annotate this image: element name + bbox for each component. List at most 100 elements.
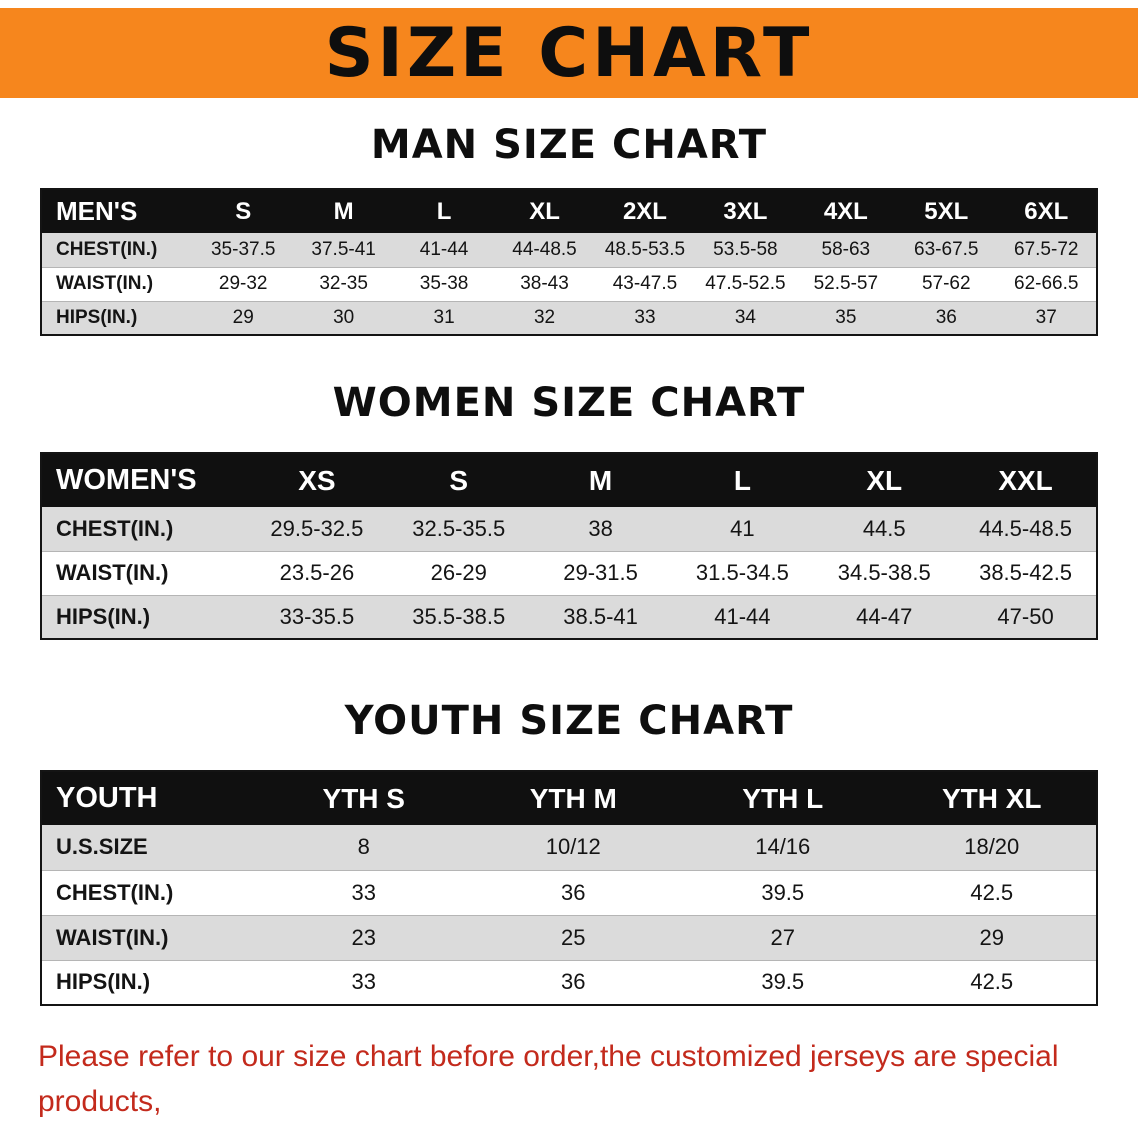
size-value-cell: 44-47: [856, 603, 913, 629]
size-value-cell: 32: [533, 306, 556, 328]
order-notice: Please refer to our size chart before or…: [38, 1034, 1100, 1132]
size-value-cell: 41: [730, 515, 755, 541]
men-size-section: MAN SIZE CHART MEN'S S M L XL 2XL 3XL 4XL 5XL 6XL…: [0, 122, 1138, 336]
size-value-cell: 8: [357, 834, 370, 860]
size-chart-page: SIZE CHART MAN SIZE CHART MEN'S S M L XL 2XL 3…: [0, 8, 1138, 1132]
size-value-cell: 32-35: [319, 273, 368, 294]
size-value-cell: 35-37.5: [210, 238, 276, 260]
size-column-header: 3XL: [695, 189, 796, 233]
size-value-cell: 29-31.5: [563, 560, 638, 585]
size-value-cell: 34: [734, 306, 756, 328]
table-corner-label: WOMEN'S: [41, 453, 246, 507]
size-value-cell: 47-50: [997, 603, 1054, 629]
table-row: HIPS(IN.) 33-35.5 35.5-38.5 38.5-41 41-44 44-…: [41, 595, 1097, 639]
women-size-section: WOMEN SIZE CHART WOMEN'S XS S M L XL XXL CHEST(…: [0, 380, 1138, 640]
size-value-cell: 67.5-72: [1014, 238, 1079, 260]
size-value-cell: 38-43: [520, 273, 569, 294]
size-value-cell: 35.5-38.5: [412, 603, 506, 629]
size-value-cell: 26-29: [430, 560, 487, 585]
size-value-cell: 37: [1035, 306, 1057, 328]
size-value-cell: 41-44: [419, 238, 469, 260]
size-value-cell: 53.5-58: [713, 238, 778, 260]
size-value-cell: 38.5-42.5: [979, 560, 1073, 585]
table-row: WAIST(IN.) 23 25 27 29: [41, 915, 1097, 960]
table-header-row: MEN'S S M L XL 2XL 3XL 4XL 5XL 6XL: [41, 189, 1097, 233]
size-value-cell: 47.5-52.5: [705, 273, 786, 294]
size-value-cell: 39.5: [761, 879, 805, 905]
size-value-cell: 58-63: [821, 238, 871, 260]
row-label: WAIST(IN.): [56, 560, 169, 585]
size-value-cell: 33-35.5: [279, 603, 355, 629]
table-corner-label: YOUTH: [41, 771, 259, 825]
size-value-cell: 23.5-26: [279, 560, 355, 585]
size-column-header: M: [529, 453, 672, 507]
size-value-cell: 29.5-32.5: [270, 515, 364, 541]
women-section-heading: WOMEN SIZE CHART: [332, 380, 806, 426]
row-label: HIPS(IN.): [56, 969, 151, 995]
row-label: HIPS(IN.): [56, 306, 138, 328]
row-label: CHEST(IN.): [56, 238, 158, 260]
table-row: CHEST(IN.) 29.5-32.5 32.5-35.5 38 41 44.5 44.5…: [41, 507, 1097, 551]
row-label: WAIST(IN.): [56, 924, 169, 950]
row-label: CHEST(IN.): [56, 879, 174, 905]
notice-line-1: Please refer to our size chart before or…: [38, 1040, 1059, 1118]
size-column-header: L: [393, 189, 495, 233]
size-column-header: 4XL: [795, 189, 897, 233]
youth-section-heading: YOUTH SIZE CHART: [344, 698, 794, 744]
table-header-row: WOMEN'S XS S M L XL XXL: [41, 453, 1097, 507]
men-section-heading: MAN SIZE CHART: [370, 122, 768, 168]
size-value-cell: 52.5-57: [813, 273, 879, 294]
men-size-table: MEN'S S M L XL 2XL 3XL 4XL 5XL 6XL CHEST(IN.) 35-37…: [40, 188, 1098, 336]
size-value-cell: 41-44: [714, 603, 771, 629]
size-column-header: 6XL: [996, 189, 1097, 233]
size-value-cell: 36: [561, 879, 586, 905]
title-banner: SIZE CHART: [0, 8, 1138, 98]
youth-size-section: YOUTH SIZE CHART YOUTH YTH S YTH M YTH L YTH…: [0, 698, 1138, 1006]
table-row: CHEST(IN.) 33 36 39.5 42.5: [41, 870, 1097, 915]
size-value-cell: 33: [351, 969, 376, 995]
youth-size-table: YOUTH YTH S YTH M YTH L YTH XL U.S.SIZE 8 10/12…: [40, 770, 1098, 1006]
size-value-cell: 57-62: [921, 273, 971, 294]
size-value-cell: 36: [935, 306, 957, 328]
size-column-header: XXL: [955, 453, 1097, 507]
size-column-header: YTH S: [259, 771, 469, 825]
size-column-header: YTH M: [468, 771, 678, 825]
row-label: U.S.SIZE: [56, 834, 148, 860]
size-value-cell: 29: [232, 306, 254, 328]
size-value-cell: 29: [979, 924, 1004, 950]
size-value-cell: 14/16: [755, 834, 811, 860]
size-value-cell: 42.5: [970, 879, 1014, 905]
size-value-cell: 63-67.5: [914, 238, 979, 260]
size-value-cell: 30: [333, 306, 355, 328]
table-row: WAIST(IN.) 29-32 32-35 35-38 38-43 43-47.5 47.…: [41, 267, 1097, 301]
table-corner-label: MEN'S: [41, 189, 193, 233]
size-value-cell: 42.5: [970, 969, 1014, 995]
size-value-cell: 44.5-48.5: [979, 515, 1073, 541]
size-value-cell: 27: [770, 924, 795, 950]
size-value-cell: 35: [835, 306, 857, 328]
size-value-cell: 44.5: [862, 515, 906, 541]
size-value-cell: 18/20: [964, 834, 1020, 860]
size-value-cell: 38.5-41: [563, 603, 638, 629]
size-value-cell: 44-48.5: [512, 238, 577, 260]
notice-line-2: we don't accept cancel, change, teturn o…: [38, 1124, 1100, 1132]
table-header-row: YOUTH YTH S YTH M YTH L YTH XL: [41, 771, 1097, 825]
size-column-header: L: [671, 453, 814, 507]
size-column-header: S: [387, 453, 530, 507]
size-value-cell: 34.5-38.5: [837, 560, 931, 585]
size-column-header: XL: [494, 189, 595, 233]
size-value-cell: 10/12: [545, 834, 601, 860]
size-value-cell: 48.5-53.5: [604, 238, 686, 260]
size-value-cell: 23: [351, 924, 376, 950]
size-value-cell: 36: [561, 969, 586, 995]
table-row: U.S.SIZE 8 10/12 14/16 18/20: [41, 825, 1097, 870]
size-column-header: 5XL: [896, 189, 997, 233]
size-value-cell: 38: [588, 515, 613, 541]
size-column-header: S: [193, 189, 294, 233]
size-value-cell: 33: [634, 306, 656, 328]
size-column-header: XL: [813, 453, 956, 507]
size-value-cell: 39.5: [761, 969, 805, 995]
size-value-cell: 37.5-41: [311, 238, 376, 260]
size-value-cell: 35-38: [419, 273, 469, 294]
size-value-cell: 31: [433, 306, 455, 328]
